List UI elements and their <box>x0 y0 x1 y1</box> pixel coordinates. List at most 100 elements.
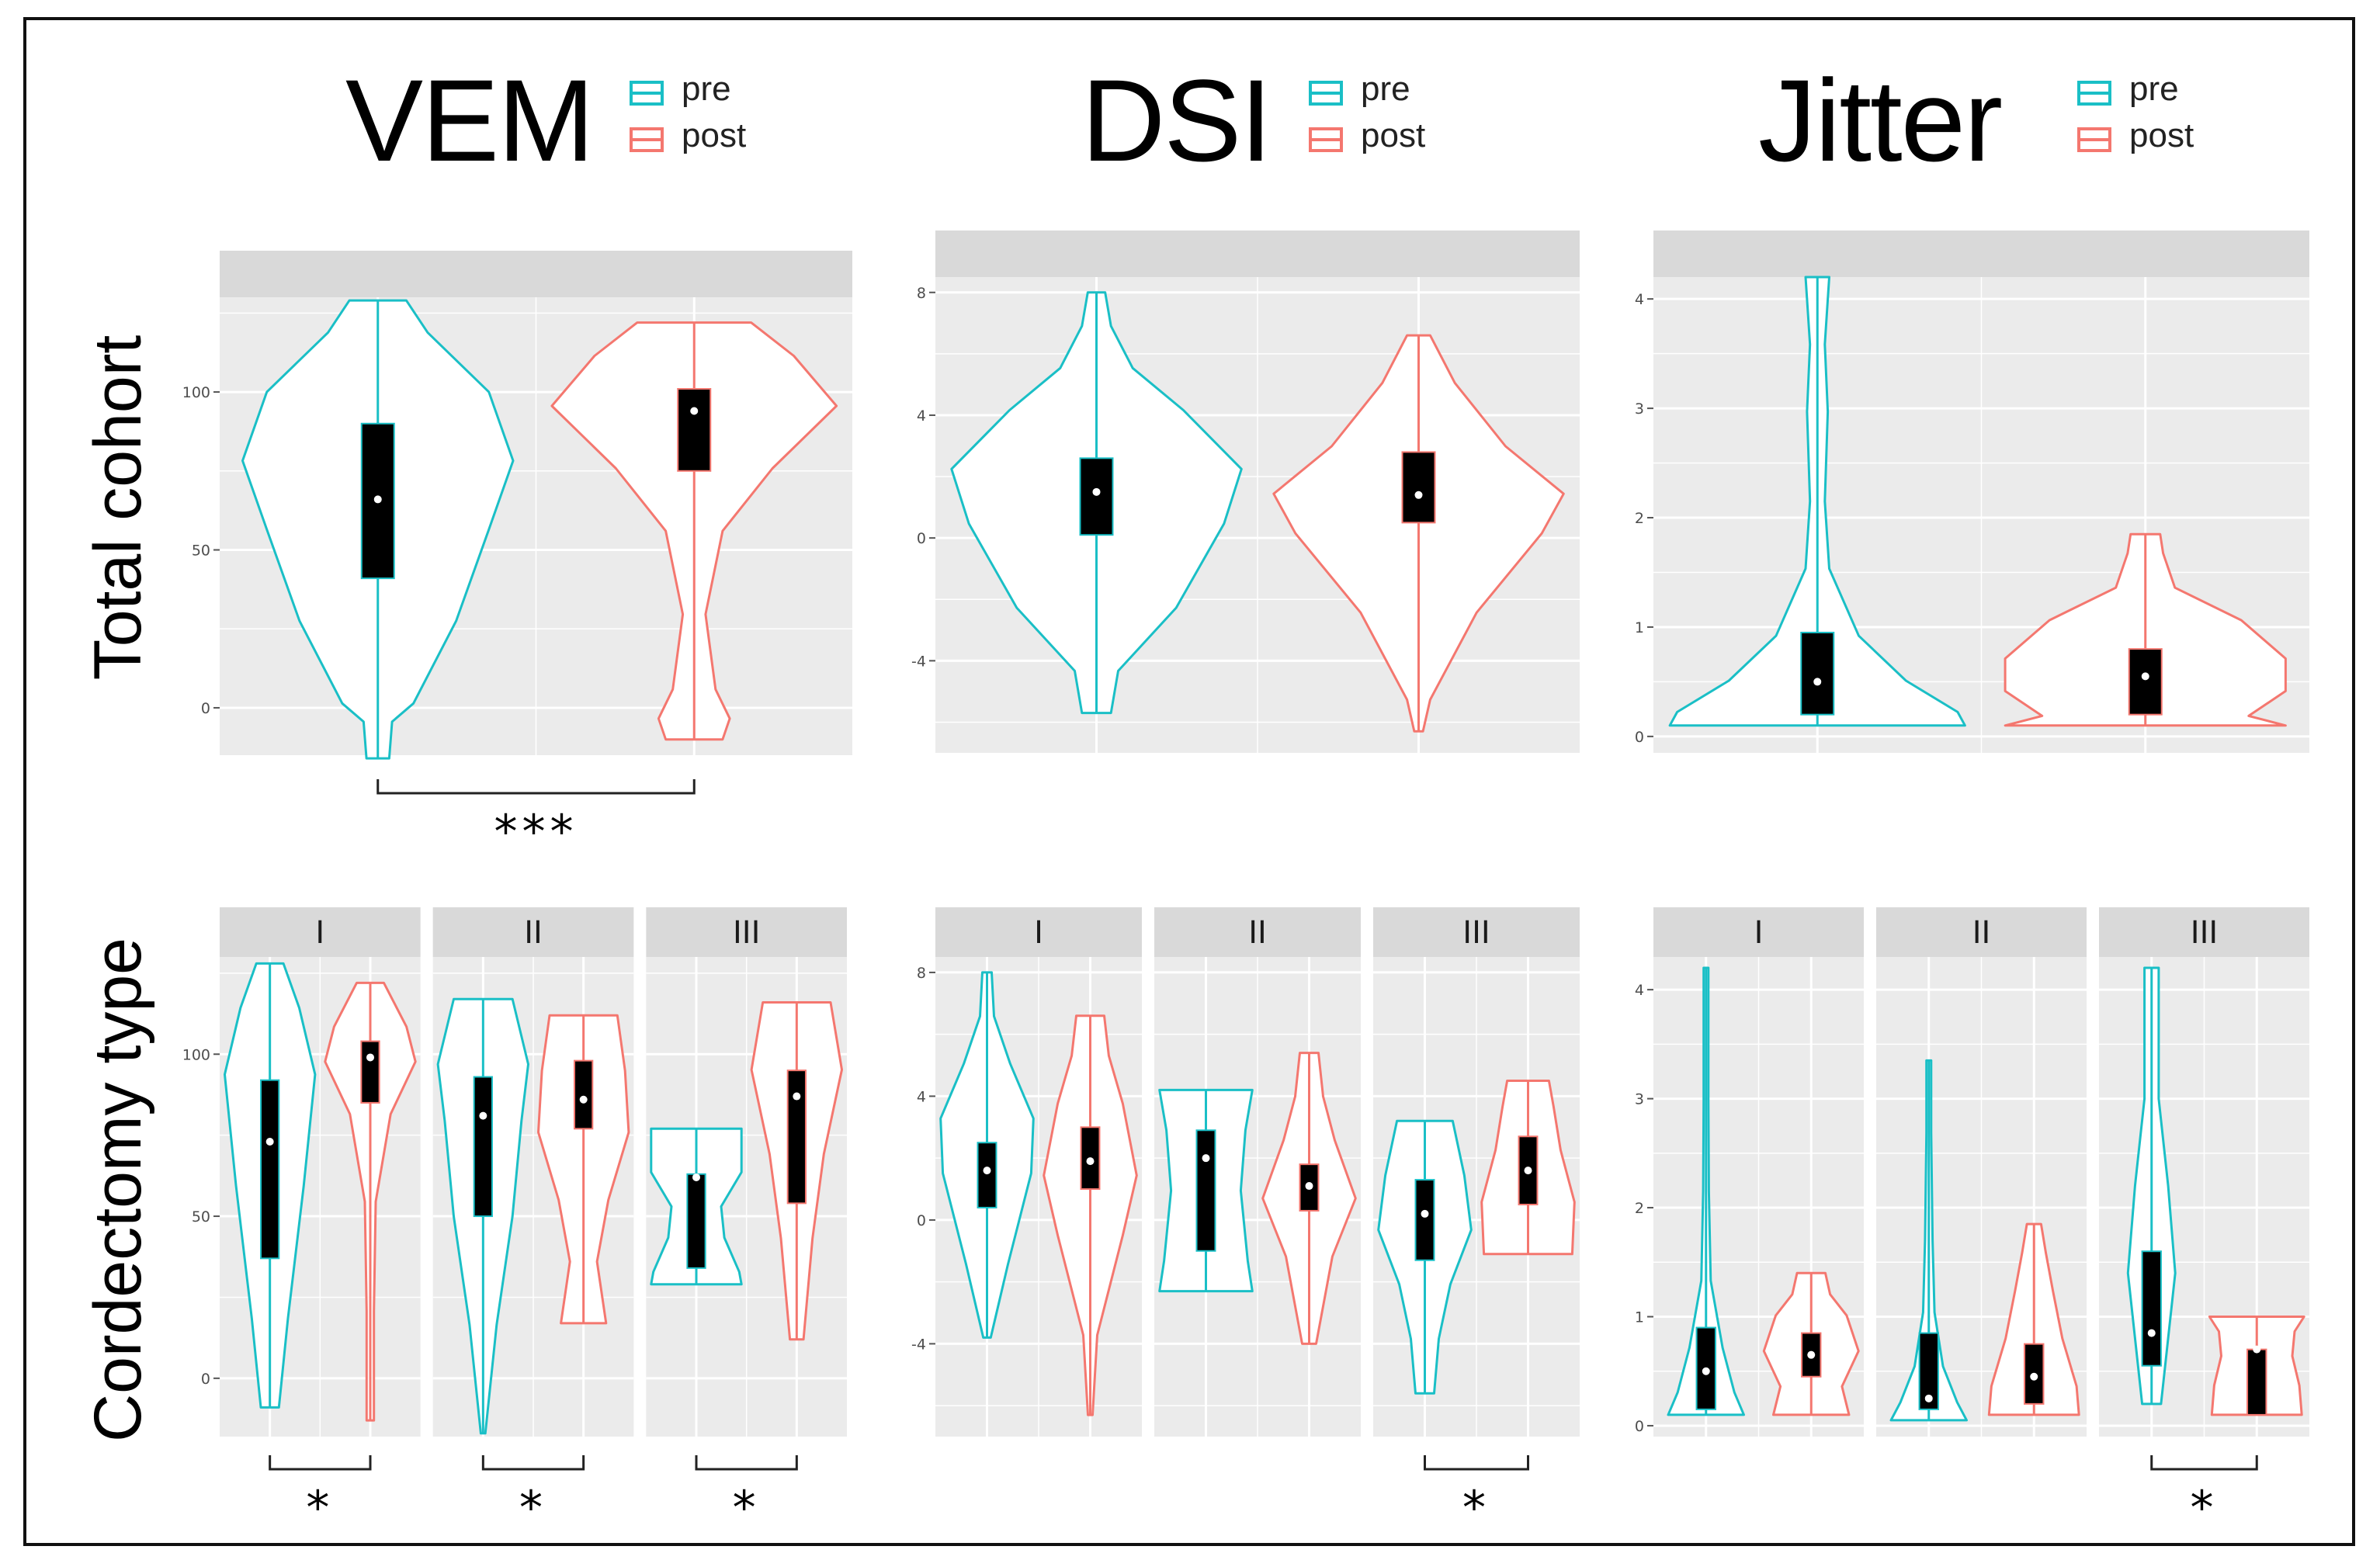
significance-label: *** <box>494 805 578 859</box>
box-pre <box>2141 1250 2162 1367</box>
box-post <box>1401 451 1436 524</box>
significance-label: * <box>733 1481 761 1535</box>
significance-label: * <box>519 1481 547 1535</box>
chart-jitter-total: 0 1 2 3 4 <box>1635 231 2309 753</box>
y-tick-label: 0 <box>201 700 210 717</box>
box-pre <box>473 1076 493 1218</box>
box-post <box>2246 1348 2267 1416</box>
median-point-post <box>1305 1182 1313 1191</box>
facet-strip-label: II <box>1248 915 1267 951</box>
y-axis-dsi-type: -4 0 4 8 <box>911 965 935 1353</box>
y-tick-label: 3 <box>1635 400 1644 418</box>
title-vem: VEM <box>345 55 595 185</box>
box-pre <box>1195 1129 1216 1252</box>
box-pre <box>686 1173 706 1269</box>
median-point-post <box>1086 1157 1095 1166</box>
legend-key-post-icon <box>630 127 664 152</box>
facet-strip <box>432 907 634 957</box>
significance-bracket: *** <box>376 779 696 859</box>
facet-strip-label: I <box>1754 915 1764 951</box>
significance-bracket: * <box>695 1455 798 1535</box>
y-tick-label: 0 <box>917 1212 926 1229</box>
facet-strip <box>935 907 1142 957</box>
legend-label-pre: pre <box>1361 70 1410 108</box>
facet-strip-label: I <box>315 915 324 951</box>
significance-bracket: * <box>1424 1455 1529 1535</box>
facet-vem-total-all: *** <box>220 251 852 859</box>
y-tick-label: -4 <box>911 1336 926 1353</box>
y-tick-label: 1 <box>1635 619 1644 636</box>
median-point-pre <box>692 1173 700 1181</box>
significance-label: * <box>2191 1481 2219 1535</box>
title-dsi: DSI <box>1081 55 1272 185</box>
y-tick-label: 2 <box>1635 510 1644 527</box>
facet-strip-label: III <box>2191 915 2218 951</box>
box-post <box>2128 648 2163 716</box>
bracket-line <box>2150 1455 2258 1471</box>
y-tick-label: 8 <box>917 285 926 302</box>
y-tick-label: 0 <box>1635 1418 1644 1435</box>
box-post <box>786 1070 807 1205</box>
median-point-pre <box>1421 1209 1429 1218</box>
facet-strip <box>2099 907 2309 957</box>
facet-strip <box>1373 907 1580 957</box>
facet-strip <box>1653 907 1864 957</box>
median-point-pre <box>373 495 382 504</box>
y-tick-label: 3 <box>1635 1091 1644 1108</box>
box-pre <box>977 1142 997 1208</box>
facet-strip-label: III <box>1462 915 1490 951</box>
facet-vem-type-I: I* <box>220 907 421 1535</box>
facet-vem-type-II: II * <box>432 907 634 1535</box>
facet-dsi-total-all <box>935 231 1580 753</box>
legend-key-post-icon <box>2077 127 2111 152</box>
bracket-line <box>695 1455 798 1471</box>
legend-label-post: post <box>2129 116 2194 154</box>
facet-strip <box>1154 907 1361 957</box>
legend-label-post: post <box>1361 116 1426 154</box>
y-tick-label: 4 <box>917 1088 926 1105</box>
y-tick-label: 0 <box>1635 729 1644 746</box>
legend-label-pre: pre <box>2129 70 2179 108</box>
median-point-pre <box>1202 1154 1210 1163</box>
significance-label: * <box>1462 1481 1490 1535</box>
median-point-pre <box>479 1111 487 1120</box>
median-point-pre <box>1924 1394 1933 1402</box>
y-axis-jitter-total: 0 1 2 3 4 <box>1635 291 1653 746</box>
box-post <box>574 1059 594 1130</box>
median-point-post <box>579 1095 588 1104</box>
facet-jitter-type-III: III * <box>2099 907 2309 1535</box>
median-point-post <box>1807 1350 1816 1359</box>
facet-strip <box>935 231 1580 277</box>
box-post <box>360 1040 380 1104</box>
y-tick-label: -4 <box>911 653 926 670</box>
box-pre <box>260 1079 280 1260</box>
box-pre <box>1414 1179 1435 1261</box>
box-pre <box>1800 631 1835 716</box>
legend-key-post-icon <box>1309 127 1343 152</box>
y-tick-label: 0 <box>201 1371 210 1388</box>
y-axis-dsi-total: -4 0 4 8 <box>911 285 935 670</box>
facet-strip-label: II <box>1972 915 1991 951</box>
facet-strip-label: III <box>733 915 760 951</box>
bracket-line <box>481 1455 585 1471</box>
legend-key-pre-icon <box>1309 81 1343 106</box>
median-point-pre <box>265 1138 274 1146</box>
box-post <box>677 388 712 472</box>
facet-jitter-total-all <box>1653 231 2309 753</box>
facet-strip <box>220 251 852 297</box>
y-tick-label: 4 <box>1635 982 1644 999</box>
median-point-pre <box>1702 1367 1710 1375</box>
figure-frame <box>23 17 2355 1546</box>
facet-strip <box>220 907 421 957</box>
median-point-post <box>2141 672 2149 681</box>
median-point-post <box>1524 1167 1532 1175</box>
median-point-post <box>366 1053 374 1062</box>
y-tick-label: 50 <box>192 543 210 560</box>
legend-key-pre-icon <box>630 81 664 106</box>
facet-strip <box>1876 907 2087 957</box>
y-tick-label: 100 <box>182 384 210 401</box>
chart-dsi-total: -4 0 4 8 <box>911 231 1580 753</box>
